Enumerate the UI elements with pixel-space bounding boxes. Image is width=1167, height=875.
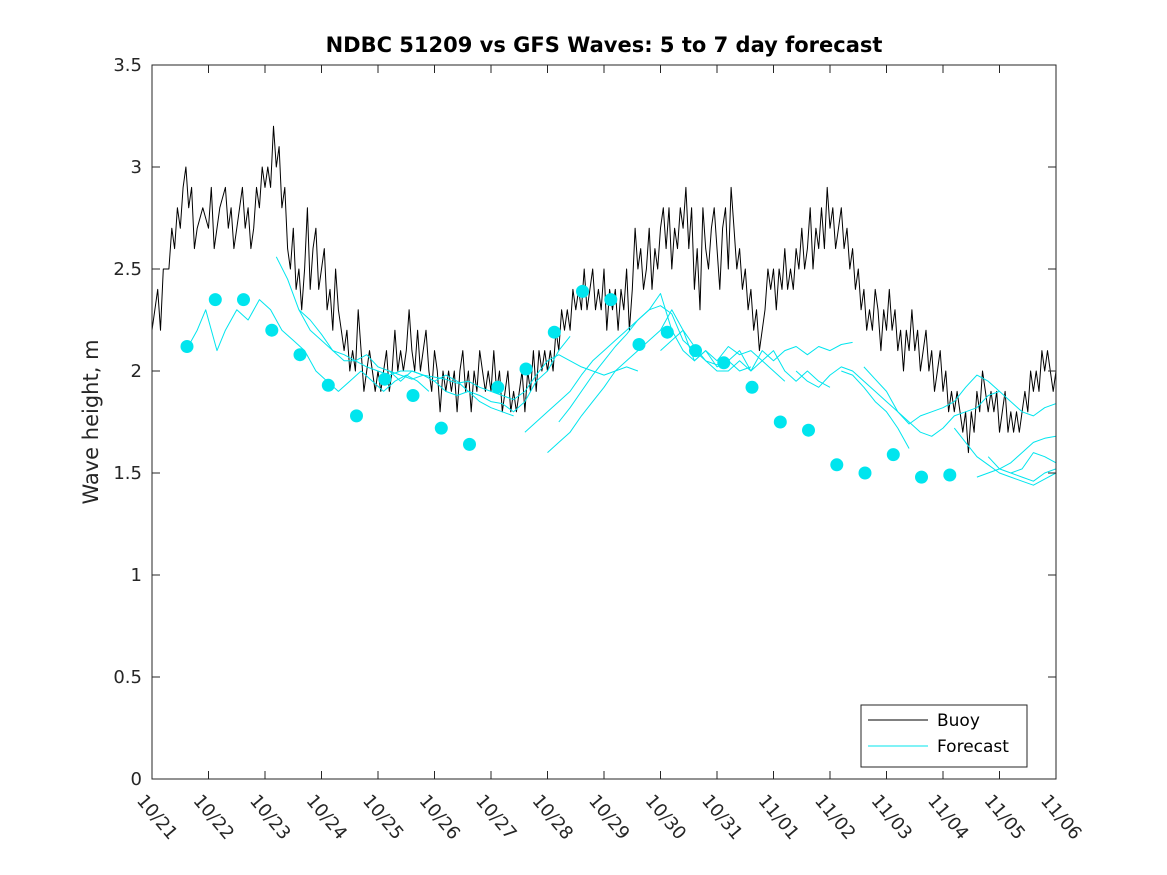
forecast-marker (943, 468, 957, 482)
y-tick-label: 3 (131, 157, 142, 178)
forecast-marker (293, 348, 307, 362)
forecast-marker (802, 423, 815, 437)
chart-title: NDBC 51209 vs GFS Waves: 5 to 7 day fore… (326, 33, 883, 57)
forecast-marker (406, 389, 420, 402)
forecast-marker (547, 325, 561, 339)
forecast-marker (886, 448, 900, 462)
forecast-series-line (841, 370, 910, 449)
y-tick-label: 1 (131, 565, 142, 586)
forecast-marker (491, 380, 505, 394)
forecast-marker (660, 325, 674, 339)
forecast-series-line (953, 427, 1056, 486)
forecast-marker (773, 415, 787, 429)
legend-box (860, 704, 1028, 768)
forecast-marker (321, 378, 335, 392)
legend-label-buoy: Buoy (937, 711, 980, 731)
forecast-series-line (275, 256, 514, 417)
y-tick-label: 0.5 (113, 667, 142, 688)
y-axis-label: Wave height, m (79, 339, 103, 504)
y-tick-label: 1.5 (113, 463, 142, 484)
forecast-series-line (660, 329, 853, 372)
forecast-marker (915, 470, 928, 484)
forecast-marker (378, 372, 392, 386)
y-tick-label: 2 (131, 361, 142, 382)
forecast-marker (434, 421, 448, 435)
forecast-marker (180, 340, 194, 353)
y-tick-label: 2.5 (113, 259, 142, 280)
forecast-marker (745, 380, 759, 394)
forecast-marker (519, 362, 533, 376)
forecast-series-line (1010, 452, 1056, 474)
forecast-series-line (987, 456, 1056, 482)
forecast-series-line (547, 309, 786, 453)
forecast-marker (576, 284, 589, 298)
forecast-marker (689, 344, 702, 358)
forecast-marker (858, 466, 872, 480)
y-tick-label: 3.5 (113, 55, 142, 76)
legend: Buoy Forecast (860, 704, 1028, 768)
forecast-marker (717, 356, 731, 370)
forecast-series-line (863, 366, 1056, 425)
series-layer (152, 125, 1056, 486)
forecast-marker (604, 293, 618, 307)
forecast-marker (830, 458, 844, 472)
buoy-series-line (152, 125, 1056, 454)
forecast-series-line (558, 293, 831, 423)
forecast-series-line (298, 309, 571, 413)
forecast-series-line (976, 435, 1056, 478)
forecast-marker (208, 293, 222, 307)
forecast-marker (265, 323, 279, 337)
y-axis: 0 0.5 1 1.5 2 2.5 3 3.5 (113, 55, 1056, 790)
plot-area (151, 64, 1057, 780)
y-tick-label: 0 (131, 769, 142, 790)
forecast-marker (237, 293, 250, 307)
forecast-series-line (389, 354, 639, 401)
forecast-marker (463, 437, 476, 451)
forecast-marker (632, 338, 646, 351)
axes-background (152, 65, 1056, 779)
legend-label-forecast: Forecast (937, 737, 1009, 757)
forecast-marker (350, 409, 363, 423)
